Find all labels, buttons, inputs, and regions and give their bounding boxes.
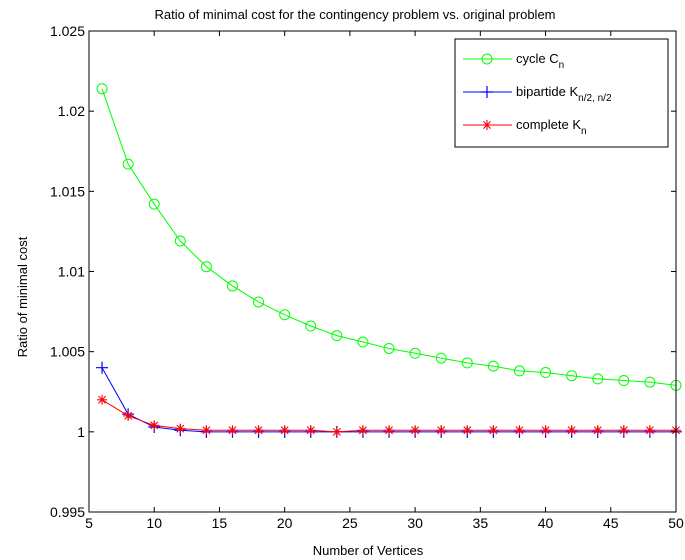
data-point (462, 425, 473, 436)
y-tick-label: 1.02 (58, 103, 85, 119)
x-tick-label: 45 (603, 515, 619, 531)
legend-item: cycle Cn (463, 51, 564, 71)
legend-marker (481, 86, 493, 98)
data-point (644, 376, 656, 388)
legend-item: complete Kn (463, 117, 587, 137)
legend-marker (482, 120, 492, 130)
data-point (384, 425, 395, 436)
data-point (540, 367, 552, 379)
data-point (174, 235, 186, 247)
data-point (96, 361, 109, 374)
x-tick-label: 15 (212, 515, 228, 531)
data-point (435, 352, 447, 364)
data-point (305, 425, 316, 436)
data-point (331, 426, 342, 437)
x-axis-label: Number of Vertices (313, 543, 424, 558)
data-point (383, 342, 395, 354)
data-point (513, 365, 525, 377)
data-point (488, 425, 499, 436)
y-tick-label: 1.025 (50, 23, 85, 39)
x-tick-label: 10 (146, 515, 162, 531)
data-point (487, 360, 499, 372)
data-point (409, 347, 421, 359)
x-tick-label: 40 (538, 515, 554, 531)
data-point (148, 198, 160, 210)
data-point (540, 425, 551, 436)
data-point (305, 320, 317, 332)
data-point (279, 425, 290, 436)
y-tick-label: 1.015 (50, 183, 85, 199)
data-point (566, 425, 577, 436)
series-line (101, 88, 677, 386)
data-point (357, 425, 368, 436)
legend-subscript: n (559, 60, 565, 71)
data-point (279, 309, 291, 321)
data-point (644, 425, 655, 436)
x-tick-label: 35 (473, 515, 489, 531)
data-point (618, 375, 630, 387)
y-tick-label: 1.005 (50, 344, 85, 360)
legend-subscript: n/2, n/2 (578, 93, 612, 104)
x-tick-label: 30 (407, 515, 423, 531)
legend-item: bipartide Kn/2, n/2 (463, 84, 612, 104)
data-point (175, 423, 186, 434)
series-1 (96, 83, 682, 391)
legend-marker (481, 53, 493, 65)
data-point (253, 425, 264, 436)
x-tick-label: 20 (277, 515, 293, 531)
legend-name: bipartide K (516, 84, 578, 99)
data-point (592, 373, 604, 385)
legend-name: cycle C (516, 51, 559, 66)
data-point (618, 425, 629, 436)
data-point (357, 336, 369, 348)
data-point (566, 370, 578, 382)
y-axis-label: Ratio of minimal cost (15, 236, 30, 357)
y-tick-label: 1.01 (58, 264, 85, 280)
data-point (461, 357, 473, 369)
data-point (436, 425, 447, 436)
data-point (514, 425, 525, 436)
legend-label: complete Kn (516, 117, 587, 137)
data-point (123, 410, 134, 421)
legend-box (454, 38, 669, 148)
data-point (592, 425, 603, 436)
data-point (201, 425, 212, 436)
data-point (253, 296, 265, 308)
x-tick-label: 50 (668, 515, 684, 531)
y-tick-label: 0.995 (50, 504, 85, 520)
data-point (226, 280, 238, 292)
legend-label: bipartide Kn/2, n/2 (516, 84, 612, 104)
data-point (96, 83, 108, 95)
x-tick-label: 5 (85, 515, 93, 531)
data-point (149, 420, 160, 431)
data-point (410, 425, 421, 436)
legend-subscript: n (581, 126, 587, 137)
series-line (101, 367, 676, 433)
x-tick-label: 25 (342, 515, 358, 531)
data-point (97, 394, 108, 405)
chart-title: Ratio of minimal cost for the contingenc… (154, 7, 555, 22)
data-point (122, 158, 134, 170)
legend-label: cycle Cn (516, 51, 564, 71)
legend-name: complete K (516, 117, 581, 132)
y-tick-label: 1 (77, 424, 85, 440)
data-point (200, 261, 212, 273)
data-point (227, 425, 238, 436)
data-point (331, 330, 343, 342)
